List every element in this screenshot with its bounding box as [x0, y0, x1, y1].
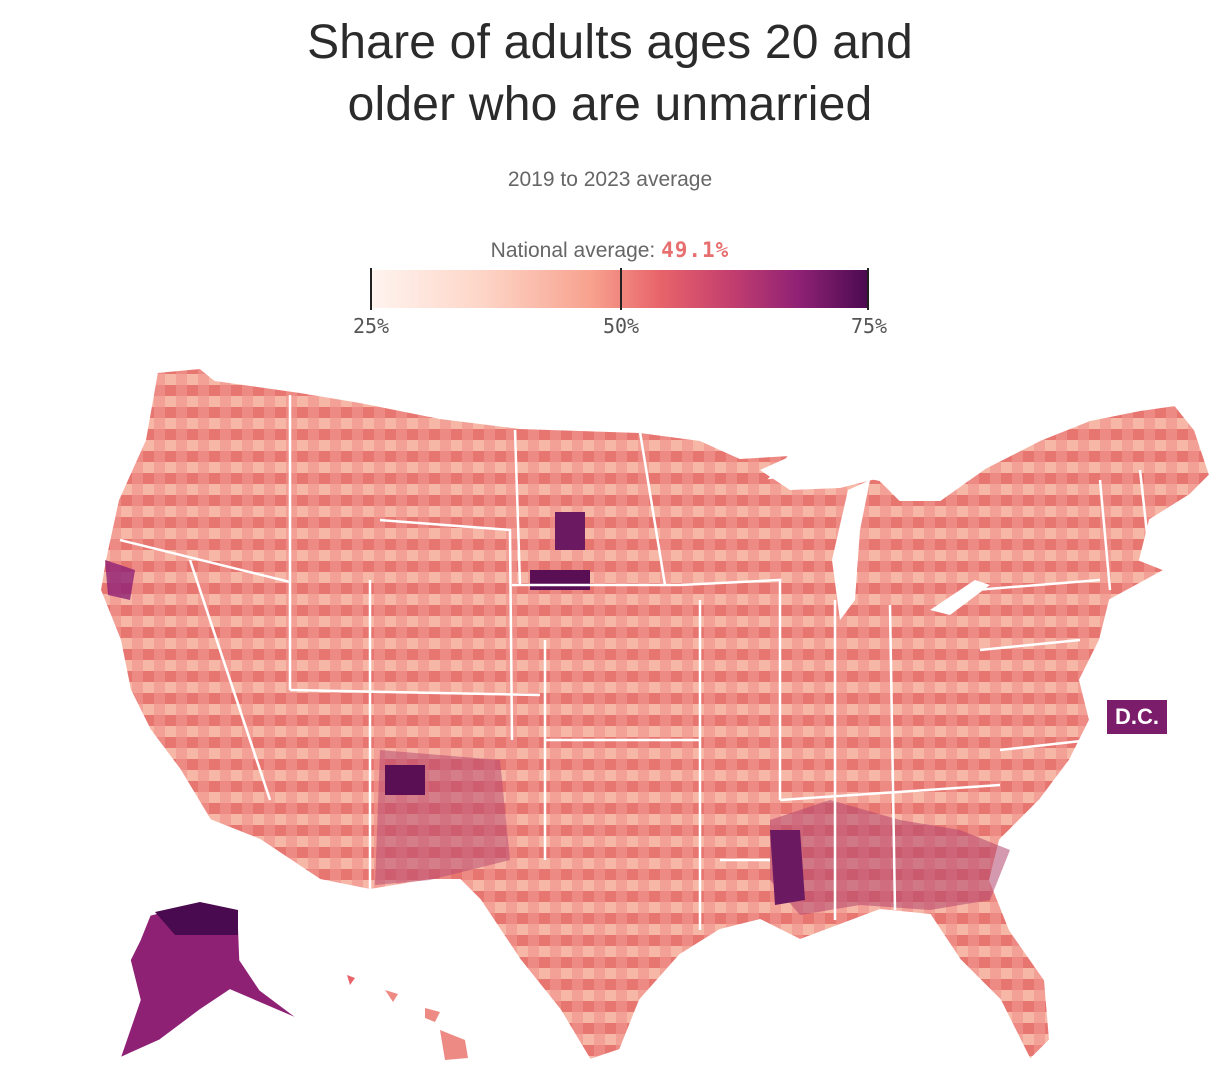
california-dark-county: [105, 560, 135, 600]
southeast-darker-region: [770, 800, 1010, 915]
alaska-shape: [118, 901, 301, 1060]
chart-subtitle: 2019 to 2023 average: [507, 168, 713, 191]
legend-label-mid: 50%: [602, 314, 640, 338]
hawaii-oahu: [385, 990, 398, 1002]
lake-superior: [760, 452, 880, 490]
lake-michigan: [832, 480, 870, 620]
mississippi-dark-county: [770, 830, 805, 905]
legend-label-max: 75%: [850, 314, 888, 338]
hawaii-big-island: [440, 1030, 468, 1060]
title-line-2: older who are unmarried: [347, 78, 873, 131]
north-dakota-dark-county: [555, 512, 585, 550]
legend-label-min: 25%: [352, 314, 390, 338]
alaska-north-dark: [155, 902, 238, 935]
hawaii-kauai: [347, 975, 355, 985]
dc-label: D.C.: [1107, 700, 1167, 734]
title-line-1: Share of adults ages 20 and: [307, 16, 913, 69]
legend-tick-max: [867, 268, 869, 310]
national-average-value: 49.1%: [661, 238, 730, 262]
chart-title: Share of adults ages 20 and older who ar…: [0, 12, 1220, 136]
legend-tick-min: [370, 268, 372, 310]
state-borders: [119, 395, 1152, 930]
new-mexico-dark-county: [385, 765, 425, 795]
legend-tick-mid: [620, 268, 622, 310]
us-county-map: [98, 366, 1212, 1062]
south-dakota-dark-county: [530, 570, 590, 590]
hawaii-maui: [425, 1008, 440, 1022]
national-average: National average: 49.1%: [0, 238, 1220, 263]
contiguous-us-shape: [98, 366, 1212, 1062]
national-average-label: National average:: [490, 239, 656, 262]
